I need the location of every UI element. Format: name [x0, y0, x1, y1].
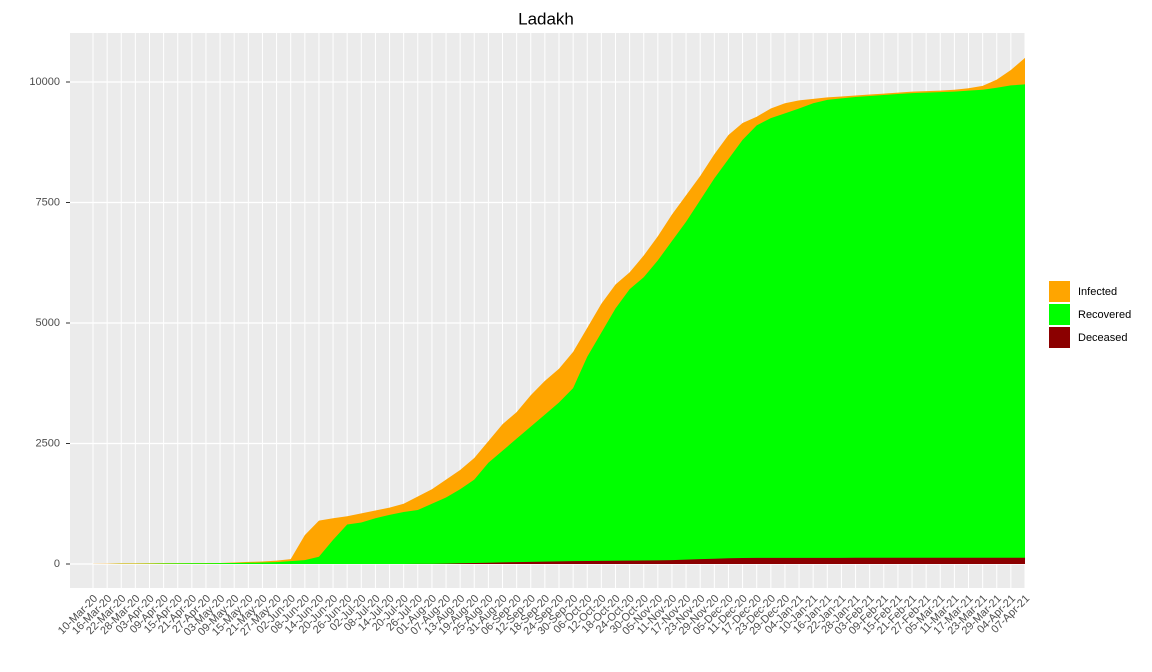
legend-label: Recovered — [1078, 309, 1131, 321]
legend-label: Deceased — [1078, 332, 1128, 344]
legend-label: Infected — [1078, 286, 1117, 298]
y-tick-label: 10000 — [29, 76, 60, 88]
legend-swatch — [1049, 327, 1070, 348]
y-tick-label: 2500 — [36, 437, 60, 449]
legend-swatch — [1049, 281, 1070, 302]
legend-swatch — [1049, 304, 1070, 325]
y-tick-label: 0 — [54, 558, 60, 570]
y-tick-label: 7500 — [36, 196, 60, 208]
y-tick-label: 5000 — [36, 317, 60, 329]
area — [93, 84, 1025, 564]
area — [93, 557, 1025, 564]
chart-title: Ladakh — [518, 9, 574, 28]
